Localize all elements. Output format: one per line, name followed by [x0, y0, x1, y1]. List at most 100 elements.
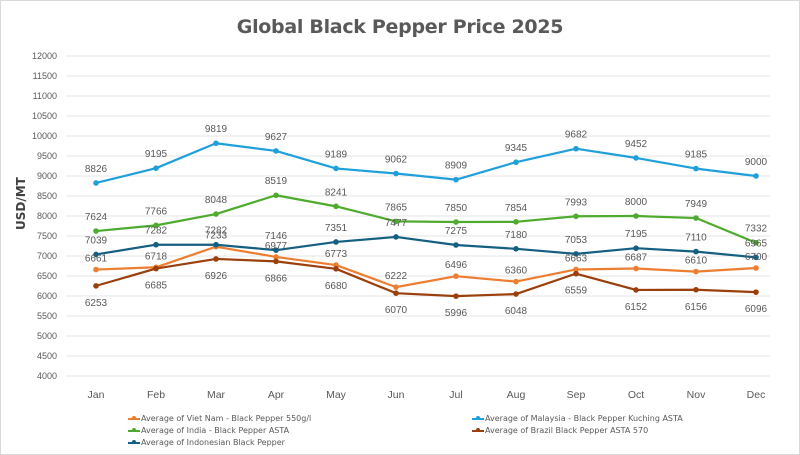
data-label: 6222	[385, 271, 408, 282]
legend-label: Average of India - Black Pepper ASTA	[141, 426, 290, 435]
data-point	[213, 140, 219, 147]
data-point	[513, 278, 519, 285]
y-tick-label: 4500	[37, 351, 57, 361]
x-tick-label: Nov	[687, 389, 706, 401]
data-point	[693, 215, 699, 221]
data-point	[333, 165, 339, 172]
data-point	[573, 266, 579, 273]
y-tick-label: 8000	[37, 211, 57, 221]
legend-swatch-icon	[128, 427, 140, 432]
legend-label: Average of Indonesian Black Pepper	[141, 438, 285, 447]
data-point	[573, 270, 579, 277]
data-label: 6866	[265, 273, 288, 284]
data-label: 6685	[145, 281, 168, 292]
series-line	[95, 194, 757, 244]
data-point	[393, 218, 399, 225]
data-point	[753, 254, 759, 261]
x-axis-ticks: Jan Feb Mar Apr May Jun Jul Aug Sep Oct Nov Dec	[88, 389, 766, 401]
series-line	[95, 235, 757, 259]
data-point	[633, 213, 639, 219]
legend-swatch-icon	[472, 427, 484, 432]
x-tick-label: Dec	[747, 389, 766, 401]
data-label: 5996	[445, 308, 468, 319]
data-label: 9819	[205, 124, 228, 135]
data-label: 9185	[685, 150, 708, 161]
data-label: 7865	[385, 202, 408, 213]
data-point	[333, 266, 339, 272]
data-label: 9062	[385, 155, 408, 166]
y-tick-label: 5000	[37, 331, 57, 341]
data-label: 8048	[205, 195, 228, 206]
data-label: 6687	[625, 253, 648, 264]
data-label: 7146	[265, 231, 288, 242]
data-label: 7110	[685, 233, 707, 244]
data-label: 8909	[445, 161, 468, 172]
data-label: 7624	[85, 212, 108, 223]
data-label: 7233	[205, 231, 228, 242]
x-tick-label: Aug	[507, 389, 526, 401]
data-label: 7854	[505, 203, 528, 214]
data-point	[453, 219, 459, 225]
data-point	[153, 222, 159, 229]
data-point	[633, 245, 639, 251]
data-point	[753, 289, 759, 295]
data-point	[273, 148, 279, 154]
y-tick-label: 9500	[37, 151, 57, 161]
data-point	[153, 265, 159, 272]
data-label: 9345	[505, 143, 528, 154]
data-point	[453, 273, 459, 279]
y-tick-label: 8500	[37, 191, 57, 201]
x-tick-label: Jan	[88, 389, 105, 401]
y-tick-label: 9000	[37, 171, 57, 181]
data-label: 7282	[145, 226, 168, 237]
y-tick-label: 6000	[37, 291, 57, 301]
x-tick-label: Jul	[449, 389, 462, 401]
data-label: 7332	[745, 224, 768, 235]
data-label: 8000	[625, 197, 648, 208]
y-tick-label: 11000	[33, 91, 57, 101]
y-tick-label: 4000	[37, 371, 57, 381]
data-label: 7993	[565, 197, 588, 208]
data-label: 8241	[325, 187, 348, 198]
data-label: 6663	[565, 253, 588, 264]
data-label: 6718	[145, 251, 168, 262]
data-label: 6965	[745, 238, 768, 249]
data-label: 6096	[745, 304, 768, 315]
x-tick-label: Mar	[207, 389, 226, 401]
data-point	[573, 213, 579, 220]
data-label: 6773	[325, 249, 348, 260]
x-tick-label: Apr	[268, 389, 285, 401]
legend-item: Average of India - Black Pepper ASTA	[128, 426, 289, 435]
data-point	[573, 251, 579, 257]
series-line	[95, 257, 757, 298]
data-point	[453, 176, 459, 183]
data-label: 9195	[145, 149, 168, 160]
y-tick-label: 7000	[37, 251, 57, 261]
y-axis-ticks: 4000 4500 5000 5500 6000 6500 7000 7500 8000 8500…	[32, 51, 57, 381]
data-label: 7039	[85, 235, 108, 246]
legend-item: Average of Malaysia - Black Pepper Kuchi…	[472, 414, 683, 423]
data-point	[693, 268, 699, 275]
x-tick-label: Sep	[567, 389, 586, 401]
data-labels: 6661 6718 7233 6977 6773 6222 6496 6360 6663 6687…	[85, 124, 768, 319]
data-point	[273, 192, 279, 199]
data-label: 6496	[445, 260, 468, 271]
legend-swatch-icon	[472, 415, 484, 420]
data-label: 6610	[685, 256, 708, 267]
data-point	[633, 287, 639, 293]
legend-label: Average of Malaysia - Black Pepper Kuchi…	[485, 414, 683, 423]
gridlines	[66, 55, 770, 377]
data-label: 7275	[445, 226, 468, 237]
series-lines	[93, 140, 759, 299]
legend-label: Average of Brazil Black Pepper ASTA 570	[485, 426, 649, 435]
data-point	[93, 266, 99, 273]
data-label: 6360	[505, 266, 528, 277]
data-point	[153, 241, 159, 248]
data-point	[753, 265, 759, 271]
series-line	[95, 245, 757, 289]
data-label: 7053	[565, 235, 588, 246]
y-tick-label: 6500	[37, 271, 57, 281]
data-label: 7180	[505, 230, 528, 241]
y-tick-label: 10500	[32, 111, 57, 121]
